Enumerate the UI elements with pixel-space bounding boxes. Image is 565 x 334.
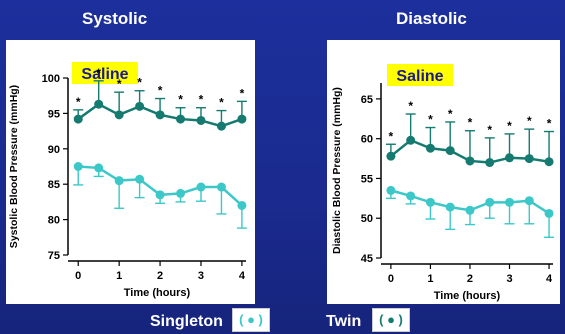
legend-twin-paren-open: ( [379, 312, 384, 327]
singleton-data-point [94, 163, 104, 173]
x-tick-label: 0 [75, 270, 81, 282]
twin-data-point [425, 143, 435, 153]
x-axis-label: Time (hours) [124, 287, 191, 299]
y-tick-label: 65 [361, 94, 373, 106]
singleton-data-point [73, 162, 83, 171]
x-axis-label: Time (hours) [434, 290, 501, 302]
twin-data-point [237, 114, 247, 124]
significance-star: * [199, 93, 204, 107]
twin-data-point [73, 114, 83, 124]
significance-star: * [487, 123, 492, 137]
significance-star: * [96, 66, 101, 80]
twin-data-point [485, 158, 495, 168]
twin-data-point [544, 157, 554, 167]
significance-star: * [428, 113, 433, 127]
singleton-data-point [176, 188, 186, 198]
twin-data-point [114, 110, 124, 120]
significance-star: * [527, 114, 532, 128]
legend-singleton-label: Singleton [150, 313, 223, 330]
significance-star: * [117, 77, 122, 91]
legend-singleton-swatch: ( ● ) [232, 308, 270, 332]
y-axis-label: Diastolic Blood Pressure (mmHg) [331, 87, 343, 254]
systolic-panel-title: Systolic [82, 9, 148, 28]
y-tick-label: 55 [361, 173, 373, 185]
singleton-data-point [445, 202, 455, 212]
legend-singleton-paren-open: ( [239, 312, 244, 327]
singleton-data-point [524, 196, 534, 206]
y-tick-label: 60 [361, 134, 373, 146]
singleton-data-point [485, 197, 495, 207]
diastolic-panel-title: Diastolic [396, 9, 467, 28]
singleton-data-point [406, 191, 416, 201]
y-tick-label: 50 [361, 213, 373, 225]
twin-data-point [94, 99, 104, 109]
significance-star: * [137, 76, 142, 90]
significance-star: * [468, 116, 473, 130]
significance-star: * [408, 99, 413, 113]
twin-data-point [505, 153, 515, 163]
saline-tag-box [387, 64, 453, 86]
diastolic-chart-panel: Saline 45 50 55 60 65 0 1 2 3 4 Time (hours) Diastol… [327, 40, 560, 304]
saline-tag-label: Saline [396, 68, 443, 85]
significance-star: * [76, 95, 81, 109]
twin-data-point [445, 146, 455, 156]
twin-data-point [196, 115, 206, 125]
singleton-data-point [505, 197, 515, 207]
singleton-data-point [135, 174, 145, 184]
legend-twin-label: Twin [326, 313, 362, 330]
y-tick-label: 45 [361, 253, 373, 265]
y-tick-label: 95 [48, 108, 60, 120]
legend-twin-dot-icon: ● [387, 312, 395, 327]
x-tick-label: 4 [239, 270, 246, 282]
legend-twin-paren-close: ) [398, 312, 403, 327]
legend-singleton-paren-close: ) [258, 312, 263, 327]
y-tick-label: 80 [48, 215, 60, 227]
significance-star: * [178, 93, 183, 107]
x-tick-label: 3 [506, 273, 512, 285]
saline-tag-box [72, 62, 138, 84]
significance-star: * [507, 119, 512, 133]
twin-data-point [406, 135, 416, 145]
x-tick-label: 2 [467, 273, 473, 285]
significance-star: * [158, 84, 163, 98]
y-tick-label: 85 [48, 179, 60, 191]
diastolic-chart: Saline 45 50 55 60 65 0 1 2 3 4 Time (hours) Diastol… [331, 64, 555, 302]
twin-data-point [465, 156, 475, 166]
x-tick-label: 3 [198, 270, 204, 282]
twin-data-point [524, 154, 534, 164]
systolic-chart: Saline 75 80 85 90 95 100 0 1 2 3 4 Time (hours) Syst… [8, 62, 247, 299]
y-tick-label: 100 [42, 73, 60, 85]
singleton-data-point [216, 182, 226, 192]
y-tick-label: 90 [48, 144, 60, 156]
twin-data-point [135, 101, 145, 111]
significance-star: * [547, 117, 552, 131]
significance-star: * [219, 96, 224, 110]
singleton-data-point [544, 208, 554, 218]
systolic-chart-panel: Saline 75 80 85 90 95 100 0 1 2 3 4 Time (hours) Syst… [6, 40, 255, 304]
x-tick-label: 1 [427, 273, 433, 285]
saline-tag-label: Saline [81, 66, 128, 83]
singleton-data-point [196, 182, 206, 192]
twin-data-point [176, 114, 186, 124]
twin-data-point [155, 110, 165, 120]
significance-star: * [448, 107, 453, 121]
y-tick-label: 75 [48, 250, 60, 262]
x-tick-label: 4 [546, 273, 553, 285]
legend-twin-swatch: ( ● ) [372, 308, 410, 332]
singleton-data-point [114, 176, 124, 186]
singleton-data-point [386, 185, 396, 195]
singleton-data-point [237, 200, 247, 210]
x-tick-label: 2 [157, 270, 163, 282]
legend-singleton-dot-icon: ● [247, 312, 255, 327]
twin-data-point [386, 151, 396, 161]
x-tick-label: 1 [116, 270, 122, 282]
significance-star: * [389, 129, 394, 143]
singleton-data-point [155, 190, 165, 200]
singleton-data-point [465, 205, 475, 215]
singleton-data-point [425, 197, 435, 207]
x-tick-label: 0 [388, 273, 394, 285]
twin-data-point [216, 121, 226, 131]
significance-star: * [240, 86, 245, 100]
y-axis-label: Systolic Blood Pressure (mmHg) [8, 85, 20, 248]
